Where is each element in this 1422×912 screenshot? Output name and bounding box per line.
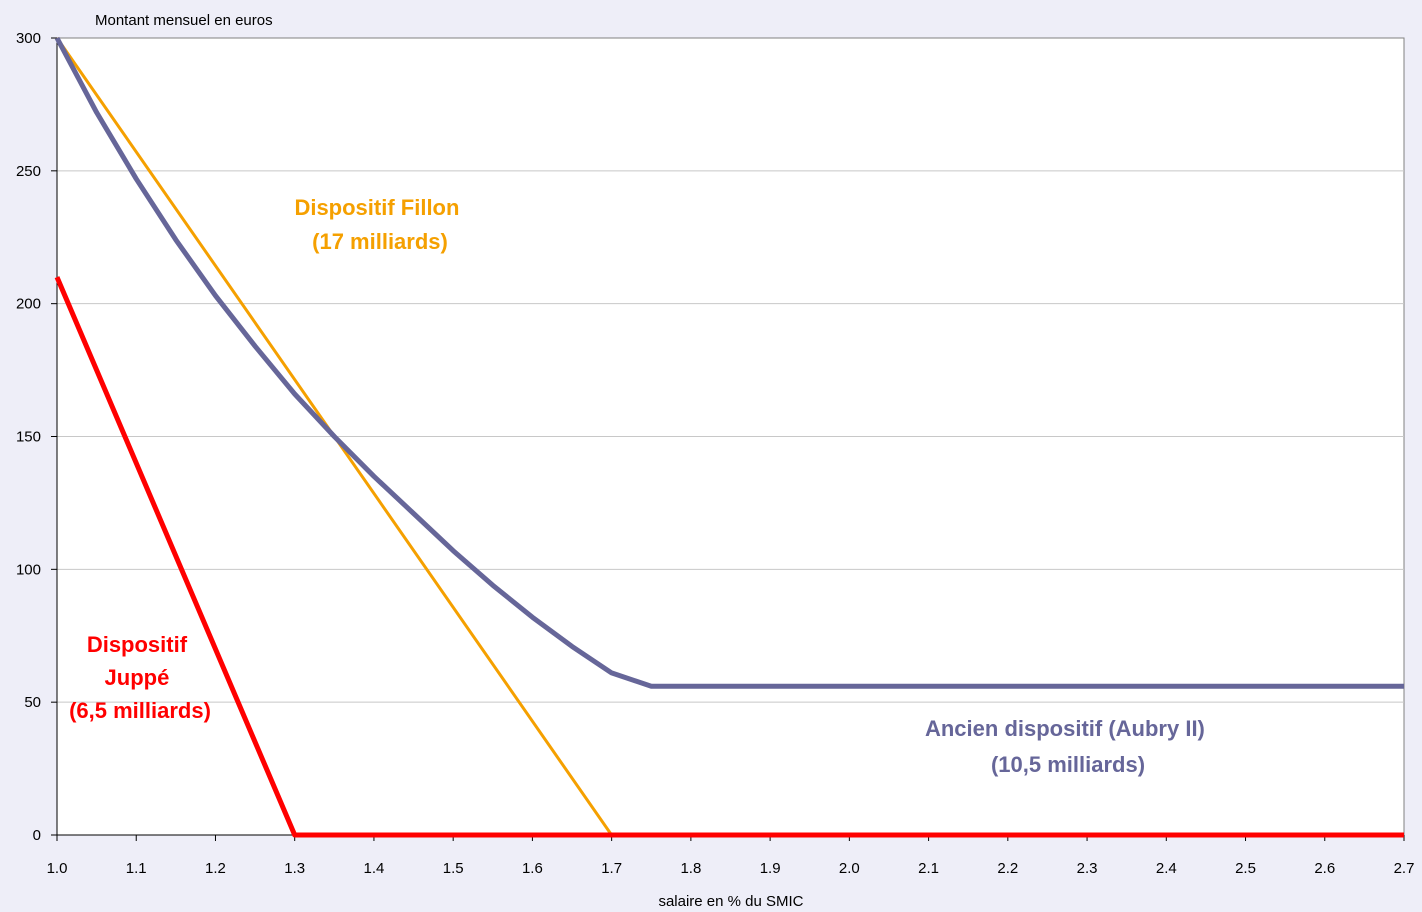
x-tick-label-2.7: 2.7 (1394, 860, 1415, 877)
annotation-aubry: Ancien dispositif (Aubry II) (10,5 milli… (925, 716, 1211, 777)
annotation-juppe: Dispositif Juppé (6,5 milliards) (69, 632, 211, 723)
x-axis-title: salaire en % du SMIC (658, 893, 803, 910)
y-axis-title: Montant mensuel en euros (95, 12, 273, 29)
series-group (54, 36, 1404, 838)
x-tick-label-1.3: 1.3 (284, 860, 305, 877)
annotation-aubry-line2: (10,5 milliards) (991, 752, 1145, 777)
x-tick-label-2.3: 2.3 (1077, 860, 1098, 877)
series-line-juppe (54, 276, 1404, 838)
x-tick-label-1.9: 1.9 (760, 860, 781, 877)
x-tick-label-1.0: 1.0 (47, 860, 68, 877)
x-tick-label-2.6: 2.6 (1314, 860, 1335, 877)
annotation-aubry-line1: Ancien dispositif (Aubry II) (925, 716, 1205, 741)
grid-lines (57, 170, 1404, 703)
y-tick-label-100: 100 (16, 561, 41, 578)
x-tick-label-1.6: 1.6 (522, 860, 543, 877)
y-tick-label-200: 200 (16, 296, 41, 313)
annotation-juppe-line2: Juppé (105, 665, 170, 690)
x-axis: 1.0 1.1 1.2 1.3 1.4 1.5 1.6 1.7 1.8 1.9 2.0 2.1 2.2 2… (47, 834, 1415, 877)
x-tick-label-1.5: 1.5 (443, 860, 464, 877)
x-tick-label-2.1: 2.1 (918, 860, 939, 877)
x-tick-label-1.2: 1.2 (205, 860, 226, 877)
x-tick-label-1.1: 1.1 (126, 860, 147, 877)
annotation-fillon: Dispositif Fillon (17 milliards) (294, 195, 465, 254)
annotation-juppe-line3: (6,5 milliards) (69, 698, 211, 723)
x-tick-label-1.7: 1.7 (601, 860, 622, 877)
x-tick-label-2.5: 2.5 (1235, 860, 1256, 877)
annotation-fillon-line1: Dispositif Fillon (294, 195, 459, 220)
x-tick-label-2.0: 2.0 (839, 860, 860, 877)
x-tick-label-2.4: 2.4 (1156, 860, 1177, 877)
y-tick-label-300: 300 (16, 30, 41, 47)
x-tick-label-2.2: 2.2 (997, 860, 1018, 877)
y-tick-label-0: 0 (33, 827, 41, 844)
x-tick-label-1.8: 1.8 (680, 860, 701, 877)
annotation-juppe-line1: Dispositif (87, 632, 188, 657)
annotation-fillon-line2: (17 milliards) (312, 229, 448, 254)
y-axis: 0 50 100 150 200 250 300 (16, 30, 58, 844)
y-tick-label-50: 50 (24, 694, 41, 711)
y-tick-label-150: 150 (16, 429, 41, 446)
series-line-aubry (54, 36, 1404, 689)
x-tick-label-1.4: 1.4 (364, 860, 385, 877)
y-tick-label-250: 250 (16, 163, 41, 180)
